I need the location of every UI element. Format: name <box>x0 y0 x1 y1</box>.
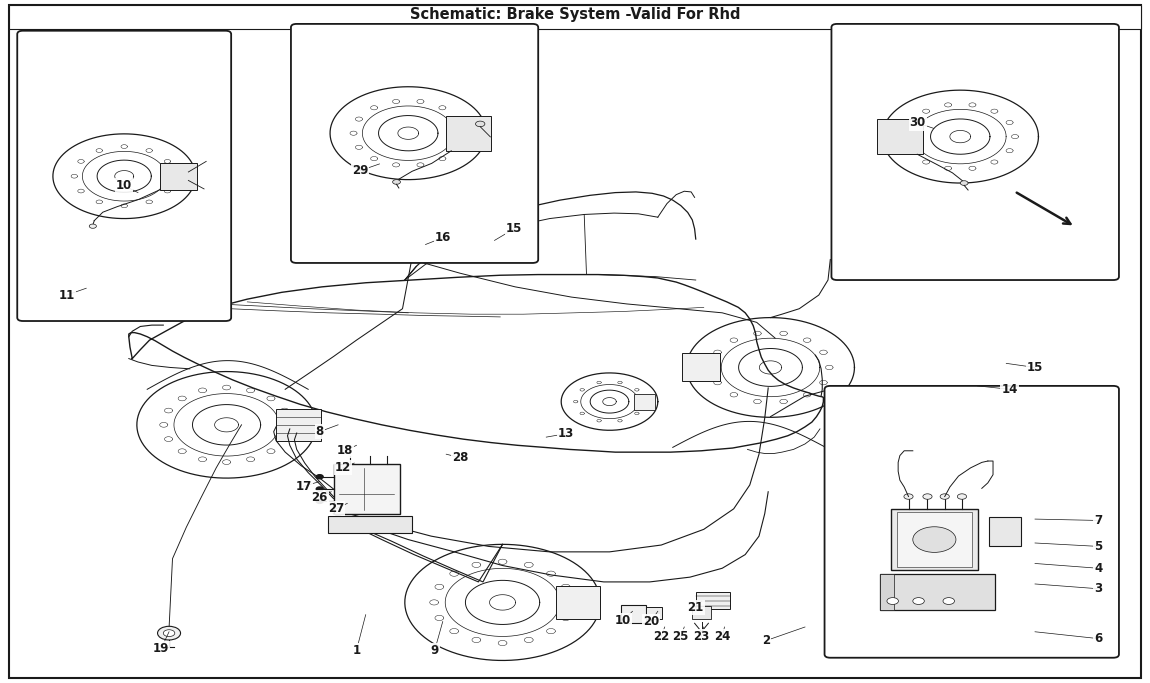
Text: 11: 11 <box>59 288 75 302</box>
Bar <box>334 464 400 514</box>
Circle shape <box>90 224 97 228</box>
Bar <box>989 517 1021 546</box>
Bar <box>880 574 995 610</box>
Bar <box>646 607 662 619</box>
Bar <box>877 119 922 154</box>
Text: 23: 23 <box>693 630 710 643</box>
Circle shape <box>163 630 175 637</box>
Text: 28: 28 <box>452 451 468 464</box>
Text: 5: 5 <box>1094 540 1103 553</box>
FancyBboxPatch shape <box>291 24 538 263</box>
Text: 30: 30 <box>910 116 926 130</box>
Text: 25: 25 <box>673 630 689 643</box>
FancyBboxPatch shape <box>825 386 1119 658</box>
Text: 19: 19 <box>153 642 169 656</box>
Circle shape <box>475 121 485 126</box>
Bar <box>891 509 978 570</box>
Text: 10: 10 <box>615 613 631 627</box>
Text: 8: 8 <box>315 425 324 438</box>
Text: 10: 10 <box>116 179 132 193</box>
Circle shape <box>904 494 913 499</box>
Text: 27: 27 <box>328 502 344 516</box>
Text: 20: 20 <box>643 615 659 628</box>
Text: 22: 22 <box>653 630 669 643</box>
Text: 16: 16 <box>435 231 451 245</box>
Text: 4: 4 <box>1094 561 1103 575</box>
Circle shape <box>960 181 968 185</box>
Bar <box>328 516 412 533</box>
Text: 15: 15 <box>1027 361 1043 374</box>
Bar <box>446 115 491 151</box>
Text: 2: 2 <box>761 634 771 647</box>
Bar <box>682 354 720 381</box>
Circle shape <box>913 598 925 604</box>
Circle shape <box>158 626 181 640</box>
Bar <box>880 574 894 610</box>
Text: 3: 3 <box>1094 582 1103 596</box>
Circle shape <box>887 598 898 604</box>
Bar <box>696 592 730 609</box>
Text: 13: 13 <box>558 427 574 441</box>
Text: 18: 18 <box>337 444 353 458</box>
Text: 9: 9 <box>430 643 439 657</box>
Circle shape <box>922 494 933 499</box>
Bar <box>897 512 972 567</box>
Circle shape <box>941 494 950 499</box>
Bar <box>557 586 600 619</box>
Text: 15: 15 <box>506 222 522 236</box>
Text: 29: 29 <box>352 164 368 178</box>
Text: 24: 24 <box>714 630 730 643</box>
Bar <box>276 409 321 441</box>
Text: Schematic: Brake System -Valid For Rhd: Schematic: Brake System -Valid For Rhd <box>409 7 741 22</box>
Circle shape <box>316 499 323 503</box>
Bar <box>692 606 711 619</box>
Text: 21: 21 <box>688 601 704 615</box>
Text: 17: 17 <box>296 479 312 493</box>
FancyBboxPatch shape <box>831 24 1119 280</box>
FancyBboxPatch shape <box>17 31 231 321</box>
Bar <box>160 163 197 190</box>
Circle shape <box>392 180 400 184</box>
Circle shape <box>943 598 954 604</box>
Bar <box>634 394 656 410</box>
Circle shape <box>316 487 323 491</box>
Circle shape <box>913 527 956 553</box>
Text: 12: 12 <box>335 461 351 475</box>
Text: 1: 1 <box>352 643 361 657</box>
Circle shape <box>957 494 966 499</box>
Bar <box>621 605 646 623</box>
Circle shape <box>316 475 323 479</box>
Text: 7: 7 <box>1094 514 1103 527</box>
Text: 6: 6 <box>1094 632 1103 645</box>
Text: 26: 26 <box>312 490 328 504</box>
Bar <box>9 5 1141 29</box>
Text: 14: 14 <box>1002 382 1018 396</box>
